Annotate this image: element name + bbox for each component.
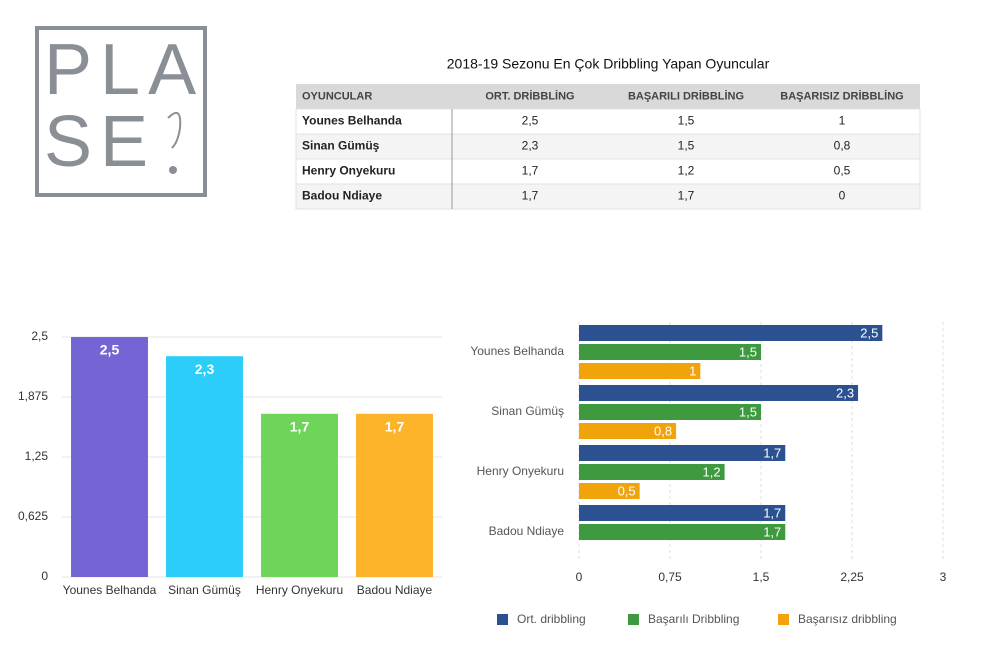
table-header: OYUNCULAR	[302, 90, 372, 102]
legend-swatch	[497, 614, 508, 625]
x-tick-label: 1,5	[753, 570, 770, 584]
bar	[579, 423, 677, 439]
table-header: ORT. DRİBBLİNG	[485, 89, 574, 102]
y-tick-label: 2,5	[31, 329, 48, 343]
legend-swatch	[778, 614, 789, 625]
value-label: 2,5	[100, 342, 120, 358]
table-cell: Younes Belhanda	[302, 114, 402, 128]
table-cell: 1,7	[678, 189, 695, 203]
x-tick-label: 0	[576, 570, 583, 584]
table-cell: 1,5	[678, 114, 695, 128]
value-label: 0,5	[618, 483, 636, 498]
value-label: 1,7	[763, 505, 781, 520]
table-cell: Henry Onyekuru	[302, 164, 395, 178]
value-label: 2,3	[836, 385, 854, 400]
bar	[579, 363, 701, 379]
table-header-bg	[296, 84, 920, 109]
y-tick-label: Younes Belhanda	[470, 344, 564, 358]
value-label: 1,7	[385, 419, 405, 435]
value-label: 2,5	[860, 325, 878, 340]
y-tick-label: 1,25	[25, 449, 49, 463]
table-cell: 1,7	[522, 189, 539, 203]
table-title: 2018-19 Sezonu En Çok Dribbling Yapan Oy…	[447, 56, 770, 72]
table-cell: 2,3	[522, 139, 539, 153]
table-header: BAŞARISIZ DRİBBLİNG	[780, 89, 903, 102]
legend-label: Başarılı Dribbling	[648, 612, 739, 626]
bar	[579, 445, 786, 461]
bar	[579, 483, 640, 499]
logo-text: PLA	[44, 30, 204, 110]
legend-label: Ort. dribbling	[517, 612, 586, 626]
table-cell: Sinan Gümüş	[302, 139, 380, 153]
y-tick-label: Henry Onyekuru	[477, 464, 564, 478]
table-cell: 1,7	[522, 164, 539, 178]
legend-swatch	[628, 614, 639, 625]
value-label: 1	[689, 363, 696, 378]
x-tick-label: Younes Belhanda	[63, 583, 157, 597]
bar	[261, 413, 338, 577]
y-tick-label: 1,875	[18, 389, 48, 403]
value-label: 0,8	[654, 423, 672, 438]
value-label: 1,2	[703, 464, 721, 479]
value-label: 1,7	[763, 524, 781, 539]
bar	[356, 413, 433, 577]
table-row-bg	[295, 183, 921, 210]
bar	[166, 356, 243, 577]
table-cell: 0,8	[834, 139, 851, 153]
table-cell: 1	[839, 114, 846, 128]
logo: PLA SE	[35, 26, 207, 197]
bar	[71, 337, 148, 577]
logo-frame	[35, 26, 207, 197]
table-cell: 0,5	[834, 164, 851, 178]
x-tick-label: Henry Onyekuru	[256, 583, 343, 597]
table-cell: 1,2	[678, 164, 695, 178]
bar	[579, 385, 859, 401]
table-cell: 0	[839, 189, 846, 203]
value-label: 2,3	[195, 361, 215, 377]
x-tick-label: 3	[940, 570, 947, 584]
y-tick-label: Sinan Gümüş	[491, 404, 564, 418]
bar	[579, 344, 761, 360]
table-row-bg	[295, 108, 921, 135]
y-tick-label: Badou Ndiaye	[489, 524, 565, 538]
table-row-bg	[295, 133, 921, 160]
bar	[579, 464, 725, 480]
value-label: 1,5	[739, 344, 757, 359]
table-cell: Badou Ndiaye	[302, 189, 382, 203]
bar	[579, 505, 786, 521]
value-label: 1,7	[763, 445, 781, 460]
bar	[579, 404, 761, 420]
x-tick-label: Sinan Gümüş	[168, 583, 241, 597]
legend-label: Başarısız dribbling	[798, 612, 897, 626]
logo-dot	[169, 166, 177, 174]
value-label: 1,5	[739, 404, 757, 419]
logo-text: SE	[44, 102, 156, 182]
y-tick-label: 0	[41, 569, 48, 583]
bar	[579, 524, 786, 540]
value-label: 1,7	[290, 419, 310, 435]
logo-mark	[167, 111, 182, 149]
table-header: BAŞARILI DRİBBLİNG	[628, 89, 744, 102]
x-tick-label: 0,75	[658, 570, 682, 584]
table-cell: 2,5	[522, 114, 539, 128]
x-tick-label: Badou Ndiaye	[357, 583, 433, 597]
table-cell: 1,5	[678, 139, 695, 153]
table-row-bg	[295, 158, 921, 185]
y-tick-label: 0,625	[18, 509, 48, 523]
x-tick-label: 2,25	[840, 570, 864, 584]
bar	[579, 325, 883, 341]
